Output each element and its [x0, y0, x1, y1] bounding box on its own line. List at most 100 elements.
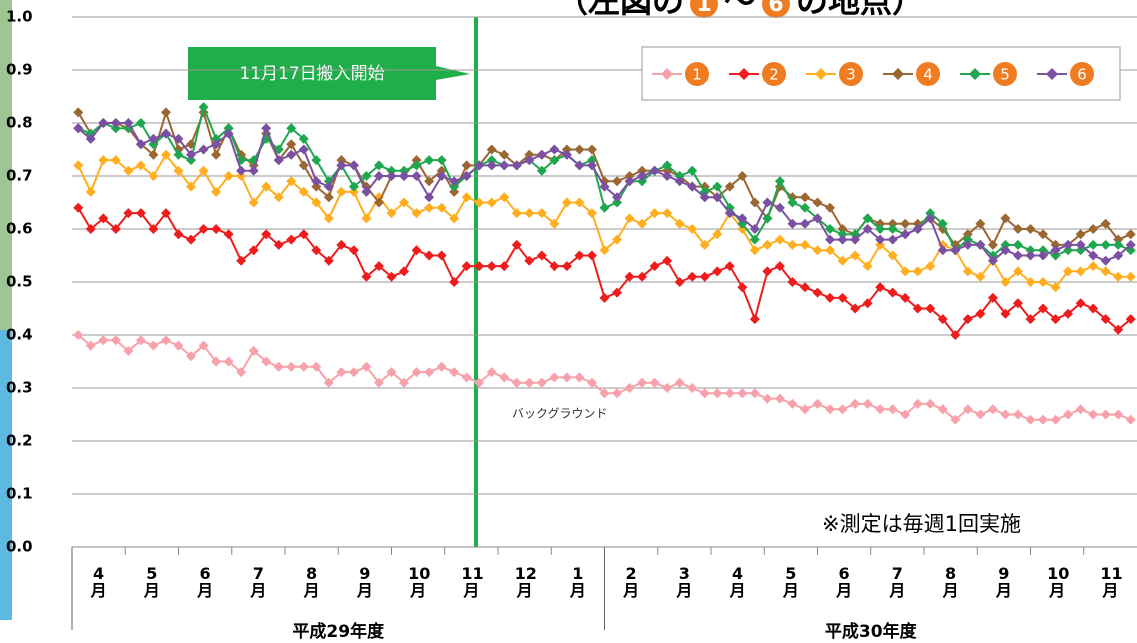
data-point — [825, 235, 835, 245]
data-point — [712, 266, 722, 276]
data-point — [211, 224, 221, 234]
data-point — [499, 372, 509, 382]
data-point — [775, 394, 785, 404]
data-point — [148, 341, 158, 351]
data-point — [1013, 410, 1023, 420]
data-point — [449, 367, 459, 377]
data-point — [499, 160, 509, 170]
title-text: 6 — [768, 0, 783, 17]
x-tick-label: 10月 — [408, 565, 428, 599]
data-point — [988, 404, 998, 414]
legend-label: 4 — [923, 66, 933, 84]
data-point — [1113, 240, 1123, 250]
data-point — [324, 182, 334, 192]
x-tick-label: 8月 — [941, 565, 961, 599]
data-point — [412, 245, 422, 255]
data-point — [1026, 251, 1036, 261]
data-point — [1026, 224, 1036, 234]
data-point — [775, 176, 785, 186]
data-point — [574, 145, 584, 155]
data-point — [800, 192, 810, 202]
data-point — [86, 187, 96, 197]
x-tick-label: 7月 — [248, 565, 268, 599]
data-point — [199, 102, 209, 112]
x-tick-label: 11月 — [461, 565, 481, 599]
data-point — [900, 219, 910, 229]
x-tick-label: 7月 — [887, 565, 907, 599]
title-text: 1 — [696, 0, 711, 17]
data-point — [286, 235, 296, 245]
data-point — [1000, 410, 1010, 420]
data-point — [174, 229, 184, 239]
legend-label: 5 — [1000, 66, 1010, 84]
data-point — [687, 272, 697, 282]
data-point — [1101, 240, 1111, 250]
chart: （左図の1～6の地点） 11月17日搬入開始 バックグラウンド ※測定は毎週1回… — [0, 0, 1137, 643]
data-point — [462, 160, 472, 170]
map-edge — [0, 330, 12, 620]
data-point — [975, 410, 985, 420]
legend-label: 2 — [769, 66, 779, 84]
data-point — [662, 383, 672, 393]
data-point — [349, 160, 359, 170]
data-point — [537, 150, 547, 160]
legend-label: 1 — [692, 66, 702, 84]
data-point — [888, 404, 898, 414]
data-point — [700, 388, 710, 398]
data-point — [712, 388, 722, 398]
data-point — [875, 404, 885, 414]
data-point — [349, 245, 359, 255]
data-point — [299, 362, 309, 372]
data-point — [600, 203, 610, 213]
data-point — [199, 145, 209, 155]
data-point — [725, 261, 735, 271]
data-point — [800, 219, 810, 229]
data-point — [1076, 266, 1086, 276]
data-point — [1126, 415, 1136, 425]
data-point — [800, 282, 810, 292]
data-point — [612, 388, 622, 398]
data-point — [1113, 410, 1123, 420]
x-tick-label: 4月 — [728, 565, 748, 599]
data-point — [813, 245, 823, 255]
data-point — [1126, 272, 1136, 282]
data-point — [750, 245, 760, 255]
x-tick-label: 5月 — [142, 565, 162, 599]
data-point — [625, 383, 635, 393]
data-point — [725, 388, 735, 398]
data-point — [1101, 410, 1111, 420]
data-point — [524, 208, 534, 218]
x-tick-label: 1月 — [568, 565, 588, 599]
series-line — [78, 155, 1130, 287]
data-point — [587, 145, 597, 155]
y-tick-label: 1.0 — [6, 8, 33, 26]
data-point — [349, 367, 359, 377]
x-tick-label: 9月 — [994, 565, 1014, 599]
data-point — [1113, 272, 1123, 282]
data-point — [562, 372, 572, 382]
data-point — [537, 378, 547, 388]
data-point — [98, 335, 108, 345]
data-point — [73, 107, 83, 117]
data-point — [549, 145, 559, 155]
data-point — [437, 362, 447, 372]
x-tick-label: 12月 — [515, 565, 535, 599]
data-point — [412, 160, 422, 170]
data-point — [675, 378, 685, 388]
data-point — [462, 372, 472, 382]
data-point — [838, 235, 848, 245]
y-tick-label: 0.5 — [6, 273, 33, 291]
data-point — [286, 362, 296, 372]
data-point — [73, 203, 83, 213]
data-point — [174, 150, 184, 160]
data-point — [1013, 240, 1023, 250]
data-point — [750, 314, 760, 324]
data-point — [1038, 415, 1048, 425]
background-label: バックグラウンド — [512, 407, 608, 421]
data-point — [750, 388, 760, 398]
x-tick-label: 10月 — [1047, 565, 1067, 599]
data-point — [261, 123, 271, 133]
data-point — [437, 251, 447, 261]
data-point — [913, 266, 923, 276]
data-point — [813, 399, 823, 409]
